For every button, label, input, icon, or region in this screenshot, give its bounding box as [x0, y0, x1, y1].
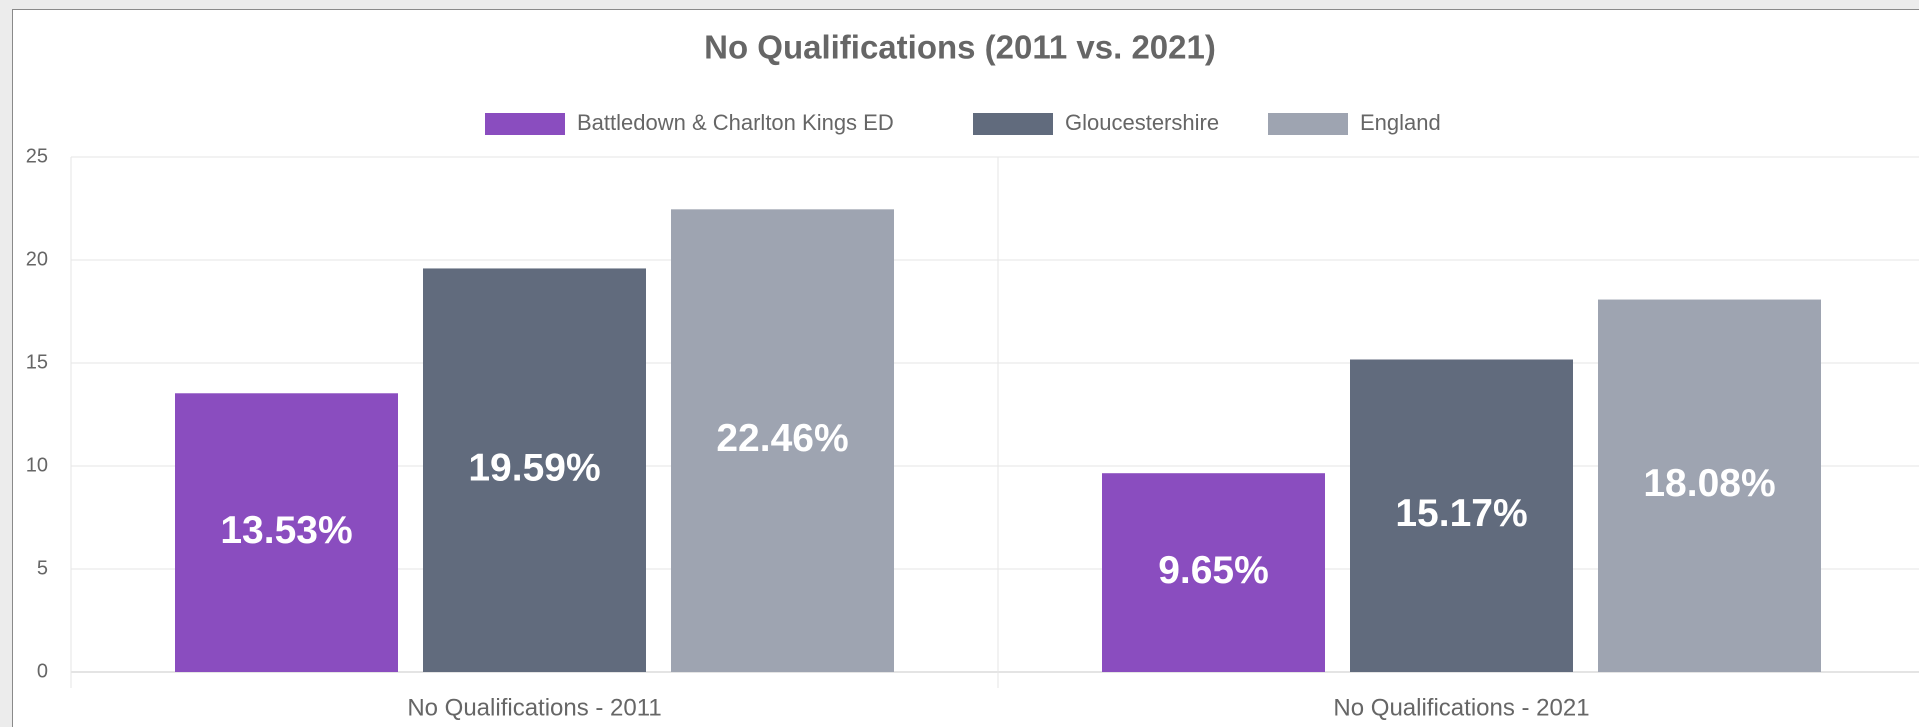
- value-label: 15.17%: [1395, 492, 1527, 535]
- bar: [1598, 299, 1821, 672]
- y-tick-label: 25: [26, 145, 48, 167]
- bar: [1102, 473, 1325, 672]
- y-tick-label: 0: [37, 660, 48, 682]
- value-label: 22.46%: [716, 417, 848, 460]
- legend-swatch: [1268, 113, 1348, 135]
- y-tick-label: 10: [26, 454, 48, 476]
- x-tick-label: No Qualifications - 2011: [407, 694, 661, 721]
- value-label: 18.08%: [1643, 462, 1775, 505]
- legend-label: Gloucestershire: [1065, 110, 1219, 135]
- y-tick-label: 20: [26, 248, 48, 270]
- legend-swatch: [485, 113, 565, 135]
- value-label: 13.53%: [220, 509, 352, 552]
- value-label: 9.65%: [1158, 549, 1269, 592]
- x-tick-label: No Qualifications - 2021: [1333, 694, 1589, 721]
- bar: [671, 209, 894, 672]
- y-tick-label: 5: [37, 557, 48, 579]
- bar: [175, 393, 398, 672]
- legend-swatch: [973, 113, 1053, 135]
- y-tick-label: 15: [26, 351, 48, 373]
- bar: [1350, 359, 1573, 672]
- legend-label: England: [1360, 110, 1441, 135]
- legend-label: Battledown & Charlton Kings ED: [577, 110, 894, 135]
- value-label: 19.59%: [468, 447, 600, 490]
- bar: [423, 268, 646, 672]
- chart-title: No Qualifications (2011 vs. 2021): [704, 29, 1216, 66]
